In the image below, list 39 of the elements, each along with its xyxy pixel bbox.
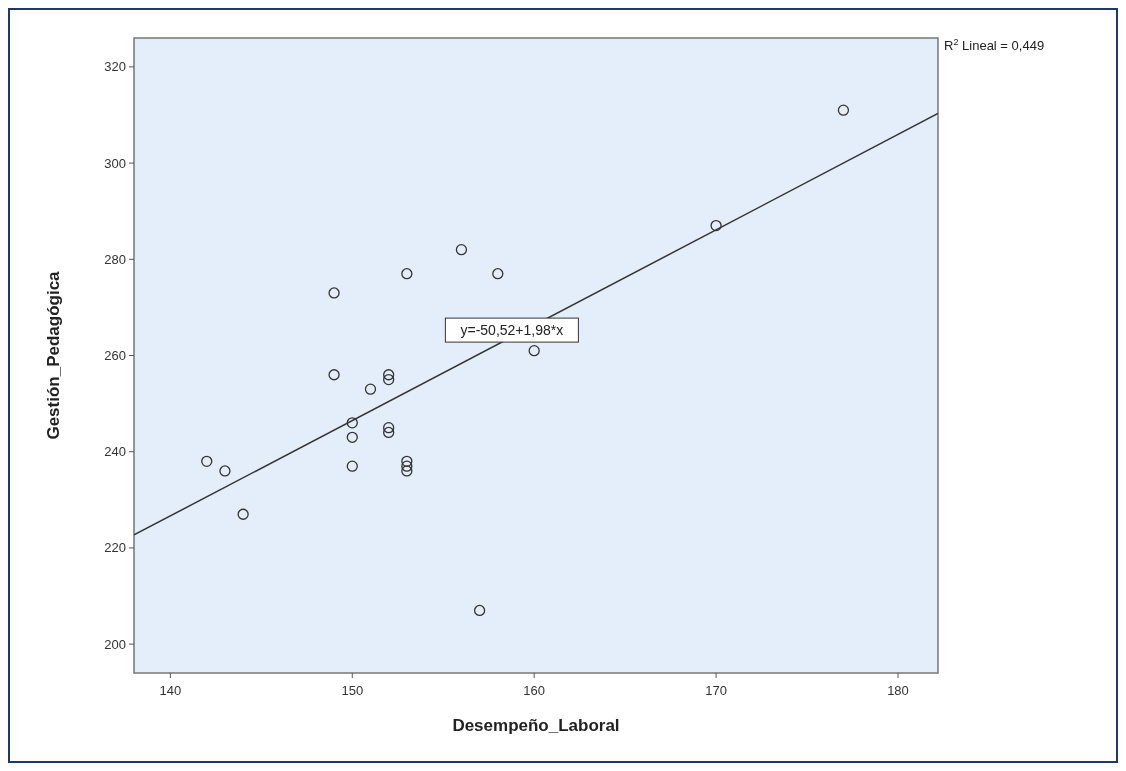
point [455, 244, 468, 256]
point [401, 455, 413, 467]
y-tick-label: 300 [104, 155, 126, 171]
point [401, 460, 413, 472]
y-tick-label: 200 [104, 636, 126, 652]
point [492, 268, 504, 280]
point [346, 431, 358, 443]
point [346, 460, 358, 472]
annotation: y=-50,52+1,98*x [460, 322, 564, 338]
y-tick-label: 260 [104, 348, 126, 364]
point [346, 417, 358, 429]
point [328, 369, 340, 381]
point [710, 219, 722, 232]
x-tick-label: 150 [341, 683, 364, 698]
x-tick-label: 180 [887, 683, 909, 698]
y-tick-label: 220 [104, 540, 126, 556]
y-axis-title: Gestión_Pedagógica [44, 270, 63, 440]
y-tick-label: 320 [104, 59, 126, 75]
point [383, 373, 395, 386]
point [219, 465, 231, 477]
x-axis-title: Desempeño_Laboral [452, 716, 620, 735]
point [364, 383, 377, 395]
y-tick-label: 240 [104, 444, 126, 460]
x-tick-label: 160 [523, 683, 546, 698]
point [401, 268, 413, 280]
point [528, 345, 540, 357]
y-tick-label: 280 [104, 251, 126, 267]
x-tick-label: 140 [159, 683, 182, 698]
point [383, 422, 395, 434]
point [328, 287, 340, 299]
point [383, 369, 395, 381]
x-tick-label: 170 [705, 683, 727, 698]
point [837, 104, 850, 116]
text: R$^{2}$ Lineal = 0,449 [944, 37, 1045, 53]
point [383, 426, 395, 439]
point [473, 604, 486, 617]
point [401, 465, 413, 477]
point [201, 455, 213, 467]
point [237, 508, 249, 520]
